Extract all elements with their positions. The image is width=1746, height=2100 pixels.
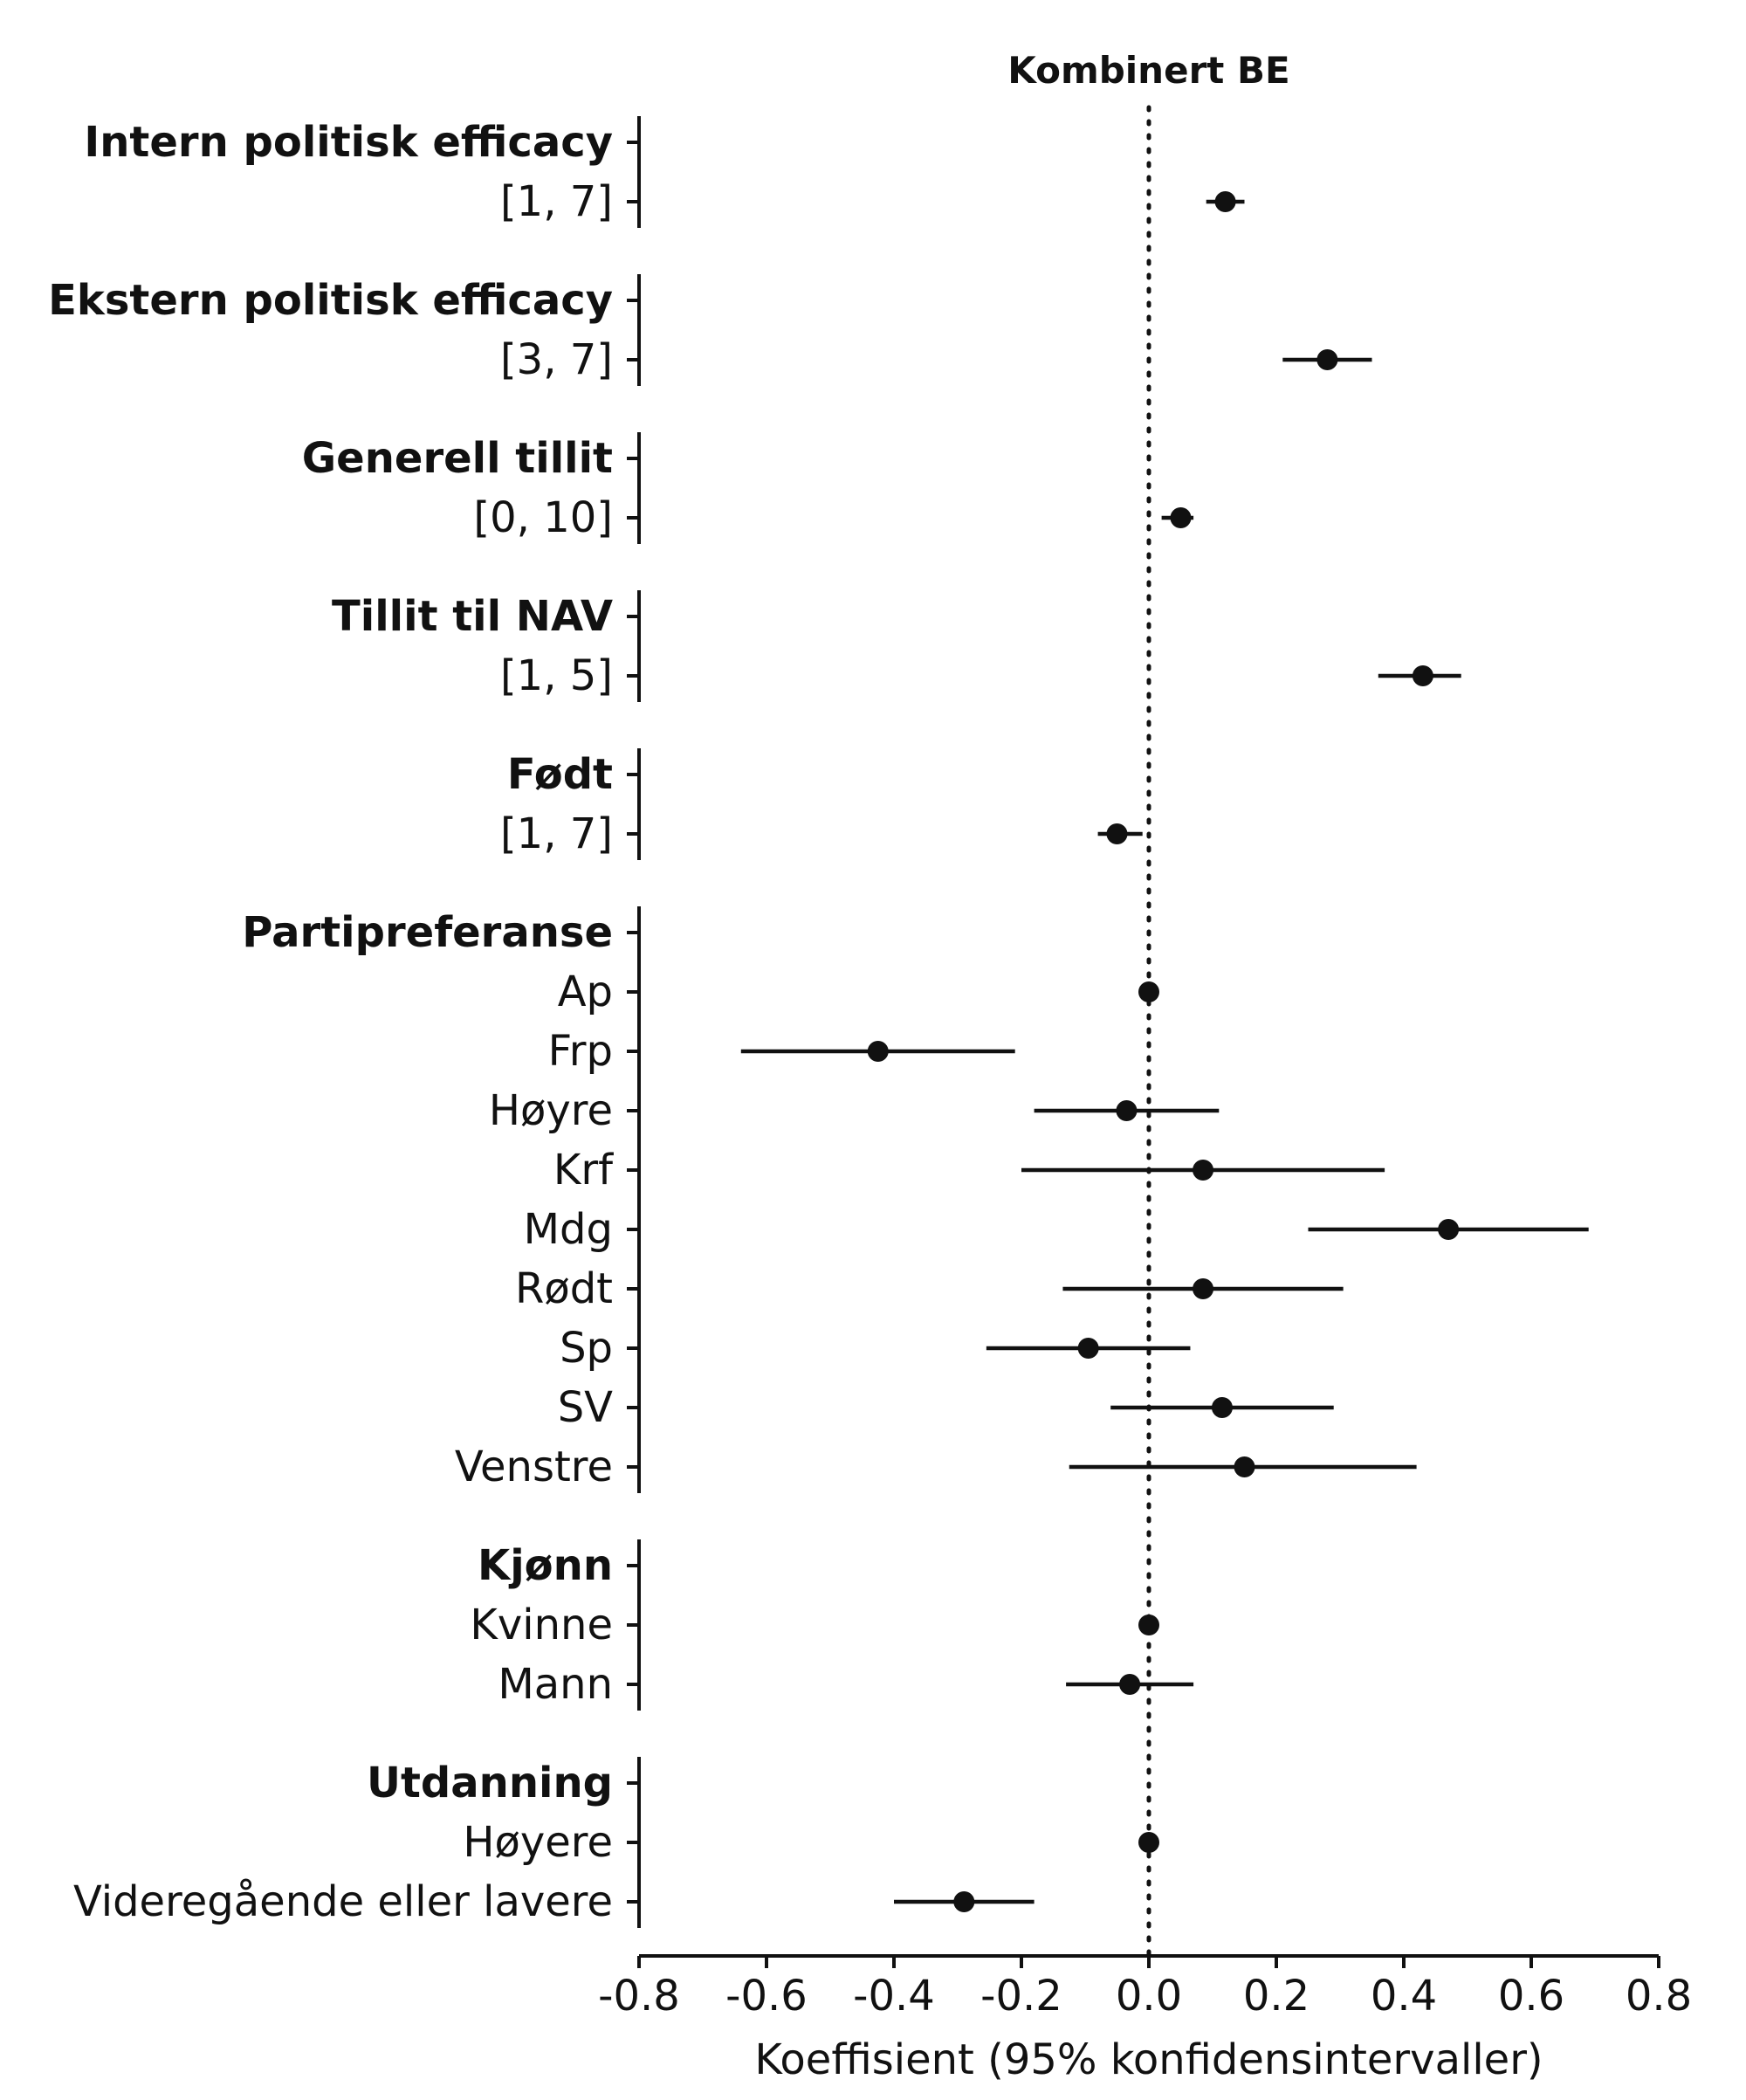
row-label: Kvinne <box>470 1601 613 1649</box>
point-estimate <box>1193 1278 1214 1299</box>
x-tick-label: -0.6 <box>725 1972 808 2021</box>
point-estimate <box>1170 507 1192 528</box>
x-tick-label: -0.8 <box>598 1972 680 2021</box>
row-label: [3, 7] <box>500 335 613 384</box>
panel-title: Kombinert BE <box>1007 49 1289 92</box>
row-label: Ap <box>558 967 613 1016</box>
x-tick-label: -0.2 <box>980 1972 1062 2021</box>
x-tick-label: 0.8 <box>1626 1972 1692 2021</box>
x-axis-title: Koeffisient (95% konfidensintervaller) <box>754 2035 1543 2084</box>
row-label: Frp <box>548 1027 613 1076</box>
point-estimate <box>1138 1832 1159 1853</box>
point-estimate <box>1077 1338 1099 1359</box>
group-label: Utdanning <box>367 1759 613 1807</box>
row-label: Mdg <box>524 1205 613 1254</box>
group-label: Intern politisk efficacy <box>84 118 613 167</box>
point-estimate <box>1234 1456 1255 1477</box>
group-label: Tillit til NAV <box>332 592 613 641</box>
row-label: Krf <box>553 1146 614 1195</box>
group-label: Generell tillit <box>302 434 613 483</box>
row-label: Høyere <box>463 1818 613 1867</box>
row-label: Høyre <box>489 1086 613 1135</box>
row-label: Mann <box>498 1660 613 1709</box>
point-estimate <box>1116 1100 1138 1121</box>
row-label: Videregående eller lavere <box>73 1877 613 1926</box>
x-tick-label: -0.4 <box>853 1972 935 2021</box>
point-estimate <box>1193 1160 1214 1181</box>
x-tick-label: 0.6 <box>1498 1972 1564 2021</box>
row-label: Sp <box>560 1324 613 1373</box>
point-estimate <box>1119 1674 1141 1695</box>
point-estimate <box>1316 349 1338 370</box>
point-estimate <box>1106 823 1128 844</box>
group-label: Født <box>507 750 613 799</box>
x-tick-label: 0.4 <box>1371 1972 1437 2021</box>
point-estimate <box>1438 1219 1460 1240</box>
x-tick-label: 0.2 <box>1243 1972 1310 2021</box>
row-label: [1, 7] <box>500 177 613 226</box>
row-label: SV <box>558 1383 613 1432</box>
point-estimate <box>1138 981 1159 1002</box>
x-tick-label: 0.0 <box>1116 1972 1182 2021</box>
row-label: [1, 7] <box>500 809 613 858</box>
row-label: Rødt <box>515 1264 613 1313</box>
point-estimate <box>1138 1615 1159 1635</box>
point-estimate <box>867 1041 889 1062</box>
point-estimate <box>1214 191 1236 212</box>
point-estimate <box>1211 1397 1233 1418</box>
row-label: [0, 10] <box>473 493 613 542</box>
group-label: Kjønn <box>478 1541 613 1590</box>
point-estimate <box>953 1891 975 1912</box>
group-label: Partipreferanse <box>242 908 613 957</box>
point-estimate <box>1412 665 1433 686</box>
group-label: Ekstern politisk efficacy <box>48 276 613 325</box>
row-label: [1, 5] <box>500 651 613 700</box>
row-label: Venstre <box>455 1442 613 1491</box>
